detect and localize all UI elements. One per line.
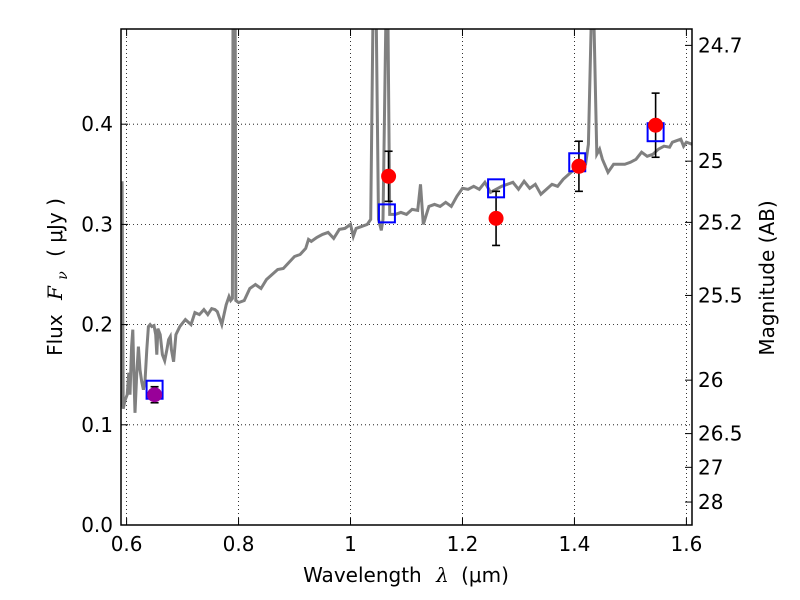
observed-point (381, 168, 397, 184)
observed-point (147, 387, 163, 403)
observed-point (571, 158, 587, 174)
x-tick-label: 1.2 (447, 532, 479, 556)
magnitude-tick-label: 25.5 (698, 283, 743, 307)
y-axis-title-symbol: F (43, 285, 67, 301)
magnitude-tick-label: 26 (698, 368, 723, 392)
spectrum-line (121, 29, 692, 413)
y-tick-label: 0.3 (81, 212, 113, 236)
x-axis-title-prefix: Wavelength (303, 563, 422, 587)
y-axis-title-subscript: ν (55, 271, 71, 280)
y-tick-label: 0.4 (81, 112, 113, 136)
observed-point (648, 117, 664, 133)
magnitude-axis-title: Magnitude (AB) (755, 200, 779, 355)
y-tick-label: 0.2 (81, 313, 113, 337)
y-axis-title-prefix: Flux (43, 314, 67, 356)
observed-point (488, 210, 504, 226)
x-axis-title-units: (μm) (461, 563, 509, 587)
model-point (487, 178, 506, 199)
x-tick-label: 0.8 (223, 532, 255, 556)
plot-frame (120, 28, 693, 526)
y-axis-title-units: ( μJy ) (43, 198, 67, 257)
plot-area (121, 29, 692, 413)
observed-markers (147, 117, 664, 403)
x-tick-label: 1 (344, 532, 357, 556)
y-tick-label: 0.0 (81, 513, 113, 537)
magnitude-tick-label: 25.2 (698, 210, 743, 234)
magnitude-tick-label: 24.7 (698, 33, 743, 57)
magnitude-tick-label: 26.5 (698, 422, 743, 446)
x-tick-label: 1.6 (670, 532, 702, 556)
magnitude-tick-label: 25 (698, 149, 723, 173)
model-point (377, 203, 396, 224)
grid-lines (121, 29, 692, 526)
y-axis-title: Flux F ν ( μJy ) (43, 198, 72, 356)
x-axis-title-symbol: λ (435, 563, 449, 587)
magnitude-tick-label: 27 (698, 455, 723, 479)
x-axis-title: Wavelength λ (μm) (303, 563, 509, 587)
y-tick-label: 0.1 (81, 413, 113, 437)
magnitude-tick-label: 28 (698, 490, 723, 514)
errorbars (150, 92, 660, 404)
x-axis-ticks: 0.6 0.8 1 1.2 1.4 1.6 (111, 29, 702, 556)
y-axis-ticks: 0.0 0.1 0.2 0.3 0.4 (81, 112, 128, 537)
magnitude-axis-ticks: 24.7 25 25.2 25.5 26 26.5 27 28 (685, 33, 743, 514)
x-tick-label: 0.6 (111, 532, 143, 556)
x-tick-label: 1.4 (559, 532, 591, 556)
